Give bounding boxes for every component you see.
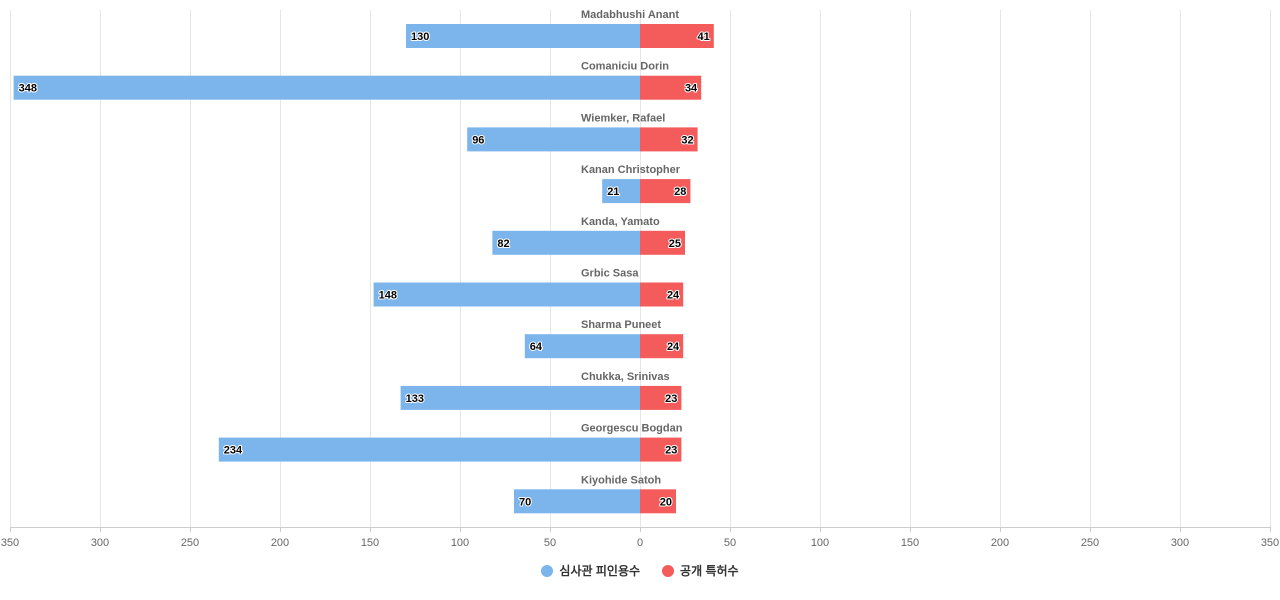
bar-citations[interactable] bbox=[602, 179, 640, 204]
data-label-patents: 34 bbox=[685, 83, 698, 95]
data-label-citations: 130 bbox=[411, 31, 429, 43]
bar-patents[interactable] bbox=[640, 334, 684, 359]
bar-patents[interactable] bbox=[640, 385, 682, 410]
category-label: Comaniciu Dorin bbox=[581, 61, 669, 73]
bar-patents[interactable] bbox=[640, 179, 691, 204]
x-tick-label: 200 bbox=[271, 537, 289, 549]
legend-marker-citations bbox=[541, 564, 554, 577]
category-label: Wiemker, Rafael bbox=[581, 112, 665, 124]
data-label-citations: 82 bbox=[497, 238, 509, 250]
data-label-patents: 24 bbox=[667, 290, 680, 302]
bar-citations[interactable] bbox=[524, 334, 640, 359]
category-label: Grbic Sasa bbox=[581, 268, 639, 280]
data-label-citations: 234 bbox=[224, 445, 243, 457]
legend-marker-patents bbox=[662, 564, 675, 577]
x-tick-label: 350 bbox=[1261, 537, 1279, 549]
x-tick-label: 350 bbox=[1, 537, 19, 549]
diverging-bar-chart: Madabhushi Anant 130 41 Comaniciu Dorin 348 3… bbox=[1, 9, 1279, 549]
bars-layer bbox=[13, 24, 714, 514]
data-label-citations: 348 bbox=[19, 83, 37, 95]
data-label-citations: 148 bbox=[379, 290, 397, 302]
x-tick-label: 200 bbox=[991, 537, 1009, 549]
category-label: Kanan Christopher bbox=[581, 164, 681, 176]
data-label-patents: 20 bbox=[660, 496, 672, 508]
x-tick-label: 150 bbox=[901, 537, 919, 549]
legend-item-patents[interactable]: 공개 특허수 bbox=[662, 562, 739, 579]
category-label: Chukka, Srinivas bbox=[581, 371, 670, 383]
bar-citations[interactable] bbox=[400, 385, 640, 410]
x-tick-label: 100 bbox=[451, 537, 469, 549]
bar-citations[interactable] bbox=[373, 282, 640, 307]
legend: 심사관 피인용수 공개 특허수 bbox=[0, 562, 1280, 579]
x-tick-label: 150 bbox=[361, 537, 379, 549]
bar-patents[interactable] bbox=[640, 437, 682, 462]
x-tick-label: 300 bbox=[1171, 537, 1189, 549]
x-tick-label: 250 bbox=[181, 537, 199, 549]
bar-citations[interactable] bbox=[492, 230, 640, 255]
data-label-citations: 21 bbox=[607, 186, 619, 198]
data-label-patents: 28 bbox=[674, 186, 686, 198]
labels-layer: Madabhushi Anant 130 41 Comaniciu Dorin 348 3… bbox=[18, 9, 711, 509]
x-tick-label: 50 bbox=[544, 537, 556, 549]
category-label: Sharma Puneet bbox=[581, 319, 661, 331]
data-label-patents: 23 bbox=[665, 445, 677, 457]
bar-patents[interactable] bbox=[640, 75, 702, 100]
bar-patents[interactable] bbox=[640, 24, 714, 48]
legend-label-citations: 심사관 피인용수 bbox=[559, 564, 641, 578]
data-label-citations: 64 bbox=[530, 341, 543, 353]
data-label-citations: 70 bbox=[519, 496, 531, 508]
bar-citations[interactable] bbox=[13, 75, 641, 100]
x-tick-label: 50 bbox=[724, 537, 736, 549]
bar-citations[interactable] bbox=[218, 437, 641, 462]
bar-patents[interactable] bbox=[640, 282, 684, 307]
x-axis: 350 300 250 200 150 100 50 0 50 100 150 200 250 300 35… bbox=[1, 527, 1279, 549]
bar-patents[interactable] bbox=[640, 489, 676, 514]
data-label-citations: 96 bbox=[472, 134, 484, 146]
bar-patents[interactable] bbox=[640, 127, 698, 152]
data-label-patents: 41 bbox=[698, 31, 710, 43]
x-tick-label: 100 bbox=[811, 537, 829, 549]
x-tick-label: 0 bbox=[637, 537, 643, 549]
x-tick-label: 250 bbox=[1081, 537, 1099, 549]
category-label: Georgescu Bogdan bbox=[581, 423, 683, 435]
legend-label-patents: 공개 특허수 bbox=[680, 564, 739, 578]
bar-citations[interactable] bbox=[406, 24, 640, 48]
data-label-patents: 32 bbox=[681, 134, 693, 146]
data-label-patents: 25 bbox=[669, 238, 681, 250]
data-label-patents: 24 bbox=[667, 341, 680, 353]
category-label: Madabhushi Anant bbox=[581, 9, 679, 21]
data-label-citations: 133 bbox=[406, 393, 424, 405]
legend-item-citations[interactable]: 심사관 피인용수 bbox=[541, 562, 640, 579]
category-label: Kiyohide Satoh bbox=[581, 474, 661, 486]
bar-citations[interactable] bbox=[467, 127, 640, 152]
bar-patents[interactable] bbox=[640, 230, 685, 255]
data-label-patents: 23 bbox=[665, 393, 677, 405]
bar-citations[interactable] bbox=[514, 489, 640, 514]
x-tick-label: 300 bbox=[91, 537, 109, 549]
category-label: Kanda, Yamato bbox=[581, 216, 660, 228]
